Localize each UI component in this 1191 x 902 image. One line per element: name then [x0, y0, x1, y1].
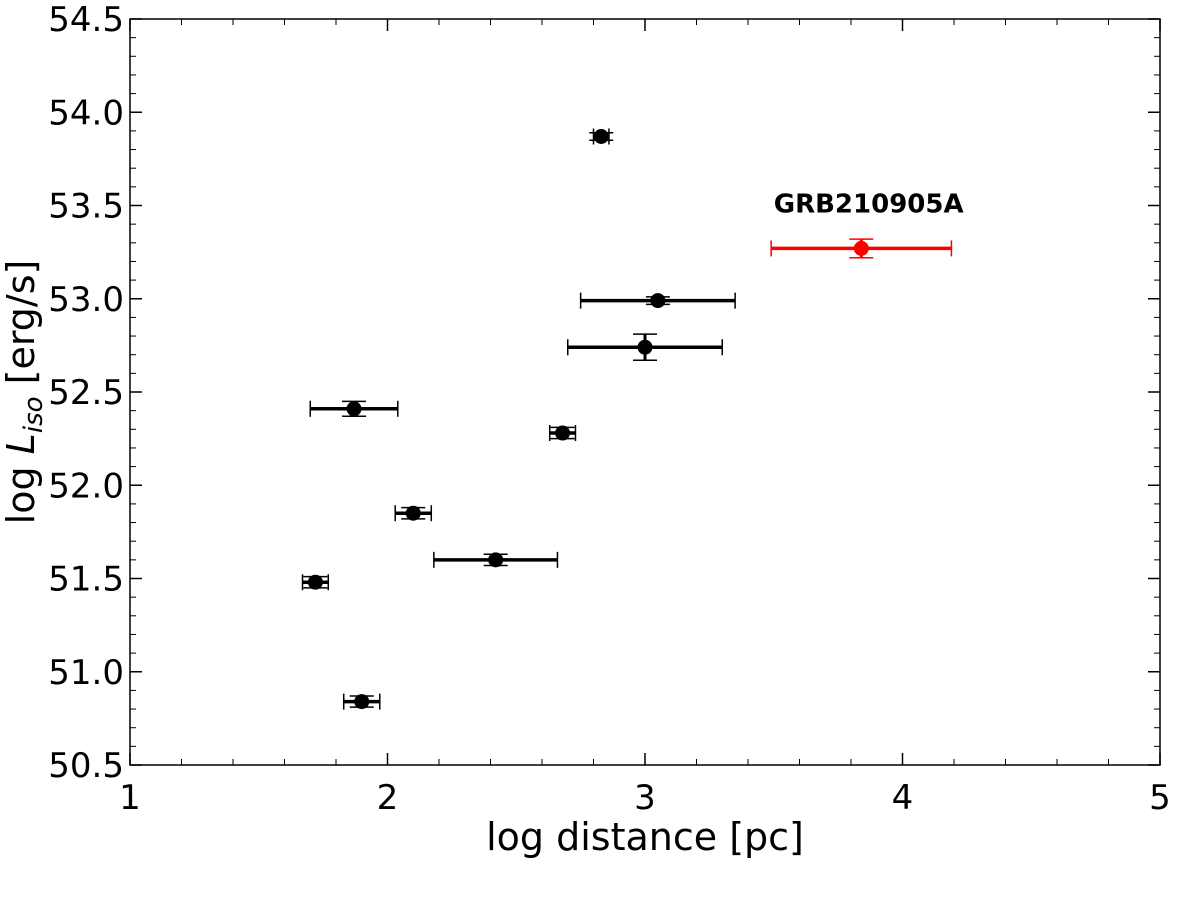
plot-frame [129, 18, 1161, 766]
y-tick-label: 53.5 [48, 187, 124, 227]
data-point [555, 425, 571, 441]
data-point [488, 552, 504, 568]
data-point [346, 401, 362, 417]
highlight-point [853, 240, 869, 256]
data-points [307, 128, 869, 710]
y-axis-title-suffix: [erg/s] [0, 260, 43, 397]
y-tick-label: 54.5 [48, 0, 124, 40]
y-tick-label: 51.0 [48, 653, 124, 693]
data-point [650, 293, 666, 309]
y-tick-label: 53.0 [48, 280, 124, 320]
y-axis-title-symbol: L [0, 433, 43, 454]
x-tick-label: 1 [119, 778, 141, 818]
annotation-label: GRB210905A [774, 190, 964, 220]
tick-labels: 1 2 3 4 5 50.5 51.0 51.5 52.0 52.5 53.0 53.5 54.0 54.… [48, 0, 1171, 818]
x-tick-label: 4 [892, 778, 914, 818]
annotations: GRB210905A [774, 190, 964, 220]
y-tick-label: 50.5 [48, 746, 124, 786]
y-tick-label: 52.5 [48, 373, 124, 413]
major-ticks [129, 18, 1161, 766]
y-tick-label: 52.0 [48, 466, 124, 506]
data-point [637, 339, 653, 355]
minor-ticks [129, 18, 1161, 766]
x-tick-label: 2 [377, 778, 399, 818]
y-axis-title-subscript: iso [19, 396, 49, 433]
y-tick-label: 54.0 [48, 93, 124, 133]
y-axis-title: log Liso [erg/s] [0, 260, 49, 525]
y-axis-title-prefix: log [0, 454, 43, 524]
y-tick-label: 51.5 [48, 560, 124, 600]
data-point [593, 128, 609, 144]
data-point [405, 505, 421, 521]
x-tick-label: 5 [1149, 778, 1171, 818]
x-axis-title: log distance [pc] [486, 815, 804, 859]
data-point [354, 694, 370, 710]
data-point [307, 574, 323, 590]
x-tick-label: 3 [634, 778, 656, 818]
